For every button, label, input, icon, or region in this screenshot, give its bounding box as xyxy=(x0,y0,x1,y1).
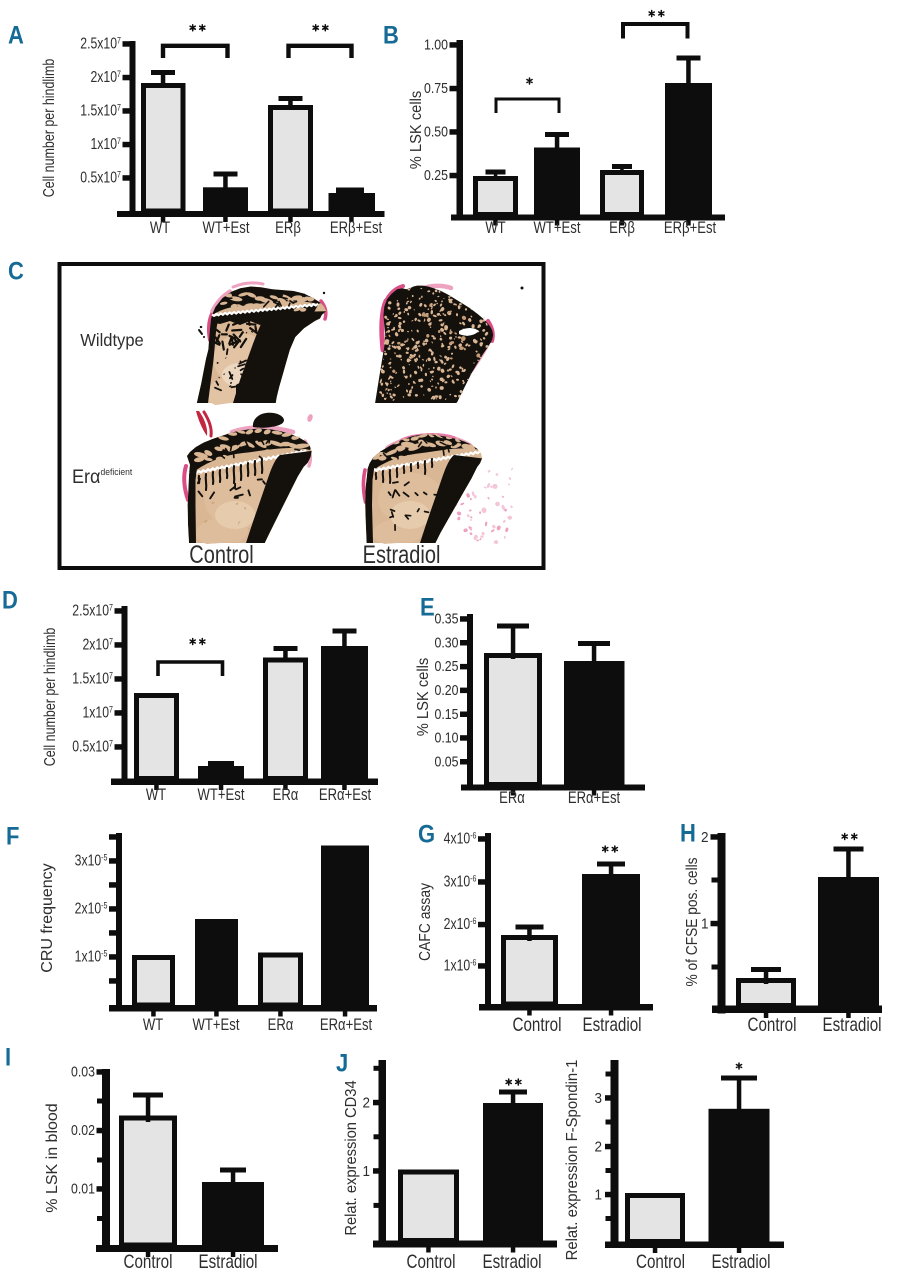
svg-text:1: 1 xyxy=(594,1187,602,1204)
svg-text:Estradiol: Estradiol xyxy=(482,1250,541,1272)
svg-text:ERα: ERα xyxy=(499,789,525,808)
svg-text:0.05: 0.05 xyxy=(435,753,459,769)
svg-text:2.5x107: 2.5x107 xyxy=(80,34,121,52)
svg-text:1: 1 xyxy=(701,916,709,933)
svg-text:Estradiol: Estradiol xyxy=(822,1013,881,1035)
svg-text:WT: WT xyxy=(485,219,505,238)
svg-text:0.75: 0.75 xyxy=(424,80,448,96)
svg-text:H: H xyxy=(680,819,696,847)
svg-text:Control: Control xyxy=(748,1013,797,1035)
svg-text:0.02: 0.02 xyxy=(71,1122,95,1138)
svg-text:2: 2 xyxy=(362,1095,370,1112)
svg-text:Relat. expression CD34: Relat. expression CD34 xyxy=(342,1080,360,1236)
svg-text:1x10-5: 1x10-5 xyxy=(75,947,108,965)
svg-text:2x107: 2x107 xyxy=(91,68,122,86)
svg-text:0.20: 0.20 xyxy=(435,682,459,698)
svg-text:J: J xyxy=(336,1049,348,1077)
svg-text:ERβ+Est: ERβ+Est xyxy=(330,219,383,238)
svg-text:Control: Control xyxy=(124,1250,173,1272)
svg-text:CRU frequency: CRU frequency xyxy=(39,863,56,972)
svg-text:C: C xyxy=(8,257,24,285)
svg-text:ERα+Est: ERα+Est xyxy=(320,1016,373,1035)
svg-text:Control: Control xyxy=(513,1013,562,1035)
svg-text:2: 2 xyxy=(701,829,709,846)
svg-text:0.03: 0.03 xyxy=(71,1064,95,1080)
svg-text:ERβ: ERβ xyxy=(609,219,635,238)
svg-text:0.30: 0.30 xyxy=(435,634,459,650)
svg-text:0.15: 0.15 xyxy=(435,706,459,722)
svg-text:Control: Control xyxy=(189,541,253,569)
svg-text:ERβ: ERβ xyxy=(275,219,301,238)
svg-text:0.01: 0.01 xyxy=(71,1181,95,1197)
svg-text:0.5x107: 0.5x107 xyxy=(72,737,113,755)
svg-text:1.5x107: 1.5x107 xyxy=(72,669,113,687)
svg-text:ERα+Est: ERα+Est xyxy=(568,789,621,808)
svg-text:4x10-6: 4x10-6 xyxy=(444,829,477,847)
svg-text:% LSK cells: % LSK cells xyxy=(407,90,425,169)
svg-text:Estradiol: Estradiol xyxy=(198,1250,257,1272)
svg-text:1x107: 1x107 xyxy=(91,135,122,153)
svg-text:% of CFSE pos. cells: % of CFSE pos. cells xyxy=(683,857,701,986)
svg-text:WT: WT xyxy=(150,219,170,238)
svg-text:2x10-5: 2x10-5 xyxy=(75,899,108,917)
svg-text:ERα: ERα xyxy=(273,786,299,805)
svg-text:ERβ+Est: ERβ+Est xyxy=(664,219,717,238)
svg-text:Estradiol: Estradiol xyxy=(582,1013,641,1035)
svg-text:WT+Est: WT+Est xyxy=(534,219,582,238)
svg-text:Control: Control xyxy=(407,1250,456,1272)
svg-text:1.00: 1.00 xyxy=(424,37,448,53)
svg-text:2.5x107: 2.5x107 xyxy=(72,601,113,619)
svg-text:3: 3 xyxy=(594,1090,602,1107)
svg-text:E: E xyxy=(420,593,435,621)
svg-text:2: 2 xyxy=(594,1139,602,1156)
svg-text:1x107: 1x107 xyxy=(83,703,114,721)
svg-text:0.25: 0.25 xyxy=(435,658,459,674)
svg-text:Estradiol: Estradiol xyxy=(711,1250,770,1272)
svg-text:1: 1 xyxy=(362,1163,370,1180)
svg-text:D: D xyxy=(2,586,18,614)
svg-text:WT+Est: WT+Est xyxy=(198,786,246,805)
svg-text:3x10-5: 3x10-5 xyxy=(75,851,108,869)
svg-text:Wildtype: Wildtype xyxy=(80,329,143,350)
svg-text:Cell number per hindlimb: Cell number per hindlimb xyxy=(42,628,60,767)
svg-text:WT+Est: WT+Est xyxy=(203,219,251,238)
svg-text:WT+Est: WT+Est xyxy=(193,1016,241,1035)
svg-text:Estradiol: Estradiol xyxy=(363,541,441,569)
svg-text:% LSK cells: % LSK cells xyxy=(414,657,432,736)
svg-text:0.5x107: 0.5x107 xyxy=(80,168,121,186)
svg-text:3x10-6: 3x10-6 xyxy=(444,872,477,890)
svg-text:G: G xyxy=(418,820,435,848)
svg-text:0.35: 0.35 xyxy=(435,611,459,627)
svg-text:ERα: ERα xyxy=(268,1016,294,1035)
svg-text:Cell number per hindlimb: Cell number per hindlimb xyxy=(41,59,59,198)
svg-text:1x10-6: 1x10-6 xyxy=(444,956,477,974)
svg-text:2x10-6: 2x10-6 xyxy=(444,915,477,933)
svg-text:CAFC assay: CAFC assay xyxy=(416,883,434,962)
svg-text:0.50: 0.50 xyxy=(424,124,448,140)
svg-text:Control: Control xyxy=(636,1250,685,1272)
svg-text:WT: WT xyxy=(146,786,166,805)
svg-text:WT: WT xyxy=(143,1016,163,1035)
svg-text:1.5x107: 1.5x107 xyxy=(80,101,121,119)
svg-text:Relat. expression F-Spondin-1: Relat. expression F-Spondin-1 xyxy=(564,1060,582,1261)
svg-text:2x107: 2x107 xyxy=(83,635,114,653)
svg-text:I: I xyxy=(5,1043,11,1071)
svg-text:A: A xyxy=(8,21,24,49)
svg-text:ERα+Est: ERα+Est xyxy=(319,786,372,805)
svg-text:% LSK in blood: % LSK in blood xyxy=(44,1103,61,1212)
svg-text:B: B xyxy=(383,21,399,49)
svg-text:F: F xyxy=(6,822,19,850)
svg-text:0.25: 0.25 xyxy=(424,167,448,183)
svg-text:0.10: 0.10 xyxy=(435,730,459,746)
